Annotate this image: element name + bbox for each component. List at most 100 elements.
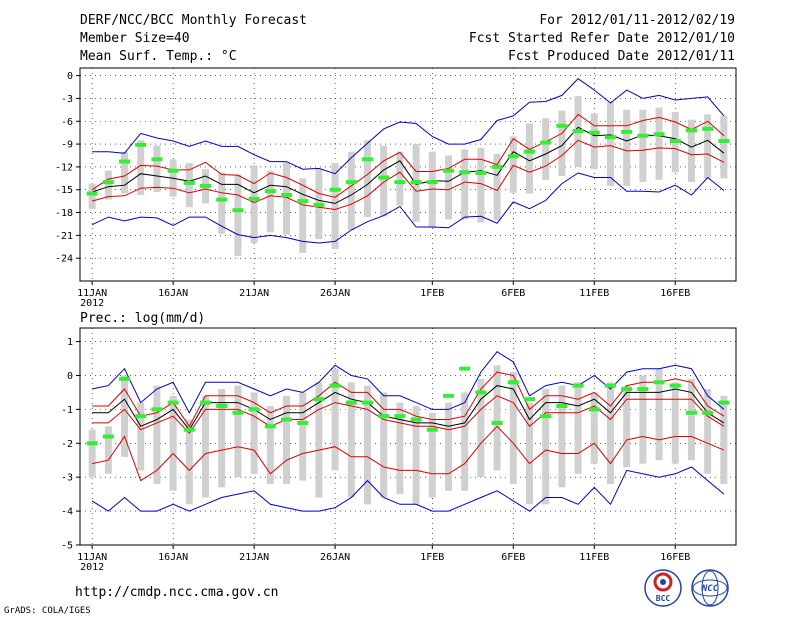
member-size: Member Size=40	[80, 31, 190, 46]
spread-box	[704, 389, 712, 474]
spread-box	[655, 107, 663, 180]
y-tick-label: -6	[61, 117, 73, 128]
spread-box	[525, 123, 533, 194]
spread-box	[299, 392, 307, 481]
spread-box	[590, 113, 598, 170]
spread-box	[153, 385, 161, 484]
spread-box	[558, 385, 566, 488]
x-tick-label: 6FEB	[501, 288, 525, 299]
series-upper-extreme	[91, 351, 725, 414]
spread-box	[412, 405, 420, 505]
spread-box	[493, 153, 501, 221]
spread-box	[137, 402, 145, 471]
y-tick-label: -24	[55, 254, 73, 265]
y-tick-label: -3	[61, 473, 73, 484]
spread-box	[493, 365, 501, 471]
series-lower-spread	[92, 395, 725, 434]
x-tick-label: 11JAN	[77, 288, 107, 299]
forecast-period: For 2012/01/11-2012/02/19	[539, 13, 735, 28]
x-tick-label: 26JAN	[320, 552, 350, 563]
y-tick-label: -4	[61, 507, 73, 518]
spread-box	[444, 402, 452, 491]
spread-box	[720, 395, 728, 484]
spread-box	[558, 110, 566, 177]
spread-box	[687, 119, 695, 183]
spread-box	[202, 395, 210, 498]
temp-label: Mean Surf. Temp.: °C	[80, 49, 237, 64]
spread-box	[169, 395, 177, 491]
spread-box	[347, 382, 355, 498]
x-tick-label: 26JAN	[320, 288, 350, 299]
series-lower-extreme	[91, 466, 725, 512]
y-tick-label: -12	[55, 162, 73, 173]
spread-box	[153, 145, 161, 192]
bcc-logo: BCC	[644, 569, 682, 607]
spread-box	[234, 385, 242, 478]
spread-box	[461, 149, 469, 220]
y-tick-label: -1	[61, 405, 73, 416]
y-tick-label: 0	[67, 71, 73, 82]
spread-box	[380, 392, 388, 498]
x-tick-label: 16FEB	[660, 552, 690, 563]
spread-box	[331, 163, 339, 250]
series-upper-extreme	[92, 78, 725, 175]
chart-title: DERF/NCC/BCC Monthly Forecast	[80, 13, 307, 28]
y-tick-label: -5	[61, 541, 73, 552]
spread-box	[720, 115, 728, 179]
spread-box	[283, 162, 291, 235]
x-tick-label: 6FEB	[501, 552, 525, 563]
spread-box	[639, 109, 647, 183]
spread-box	[315, 382, 323, 498]
spread-box	[364, 385, 372, 505]
y-tick-label: -21	[55, 231, 73, 242]
spread-box	[428, 151, 436, 228]
spread-box	[121, 151, 129, 194]
plot-frame	[79, 67, 737, 282]
x-tick-label: 11FEB	[579, 288, 609, 299]
spread-box	[396, 151, 404, 206]
x-tick-label: 21JAN	[239, 552, 269, 563]
spread-box	[104, 426, 112, 474]
spread-box	[185, 419, 193, 505]
spread-box	[185, 163, 193, 208]
y-tick-label: -3	[61, 94, 73, 105]
x-tick-label: 1FEB	[420, 288, 444, 299]
x-tick-label: 11FEB	[579, 552, 609, 563]
spread-box	[509, 372, 517, 484]
spread-box	[266, 170, 274, 233]
x-tick-label: 1FEB	[420, 552, 444, 563]
bcc-logo-text: BCC	[656, 594, 671, 603]
source-url[interactable]: http://cmdp.ncc.cma.gov.cn	[75, 585, 279, 600]
spread-box	[655, 368, 663, 461]
spread-box	[428, 412, 436, 498]
spread-box	[283, 395, 291, 484]
x-tick-year: 2012	[80, 562, 104, 573]
x-tick-label: 16JAN	[158, 552, 188, 563]
spread-box	[671, 382, 679, 464]
y-tick-label: -18	[55, 208, 73, 219]
spread-box	[477, 147, 485, 223]
spread-box	[331, 368, 339, 471]
spread-box	[623, 109, 631, 186]
spread-box	[525, 402, 533, 505]
spread-box	[347, 151, 355, 231]
spread-box	[396, 402, 404, 495]
start-date: Fcst Started Refer Date 2012/01/10	[469, 31, 735, 46]
y-tick-label: -2	[61, 439, 73, 450]
ncc-logo-text: NCC	[701, 584, 719, 594]
series-median	[92, 385, 725, 431]
y-tick-label: -9	[61, 140, 73, 151]
series-upper-spread	[92, 371, 725, 428]
x-tick-label: 16FEB	[660, 288, 690, 299]
produced-date: Fcst Produced Date 2012/01/11	[508, 49, 735, 64]
spread-box	[250, 165, 258, 243]
x-tick-year: 2012	[80, 298, 104, 309]
y-tick-label: 1	[67, 337, 73, 348]
grads-credit: GrADS: COLA/IGES	[4, 606, 91, 616]
plot-frame	[79, 327, 737, 546]
spread-box	[218, 172, 226, 234]
spread-box	[623, 385, 631, 468]
